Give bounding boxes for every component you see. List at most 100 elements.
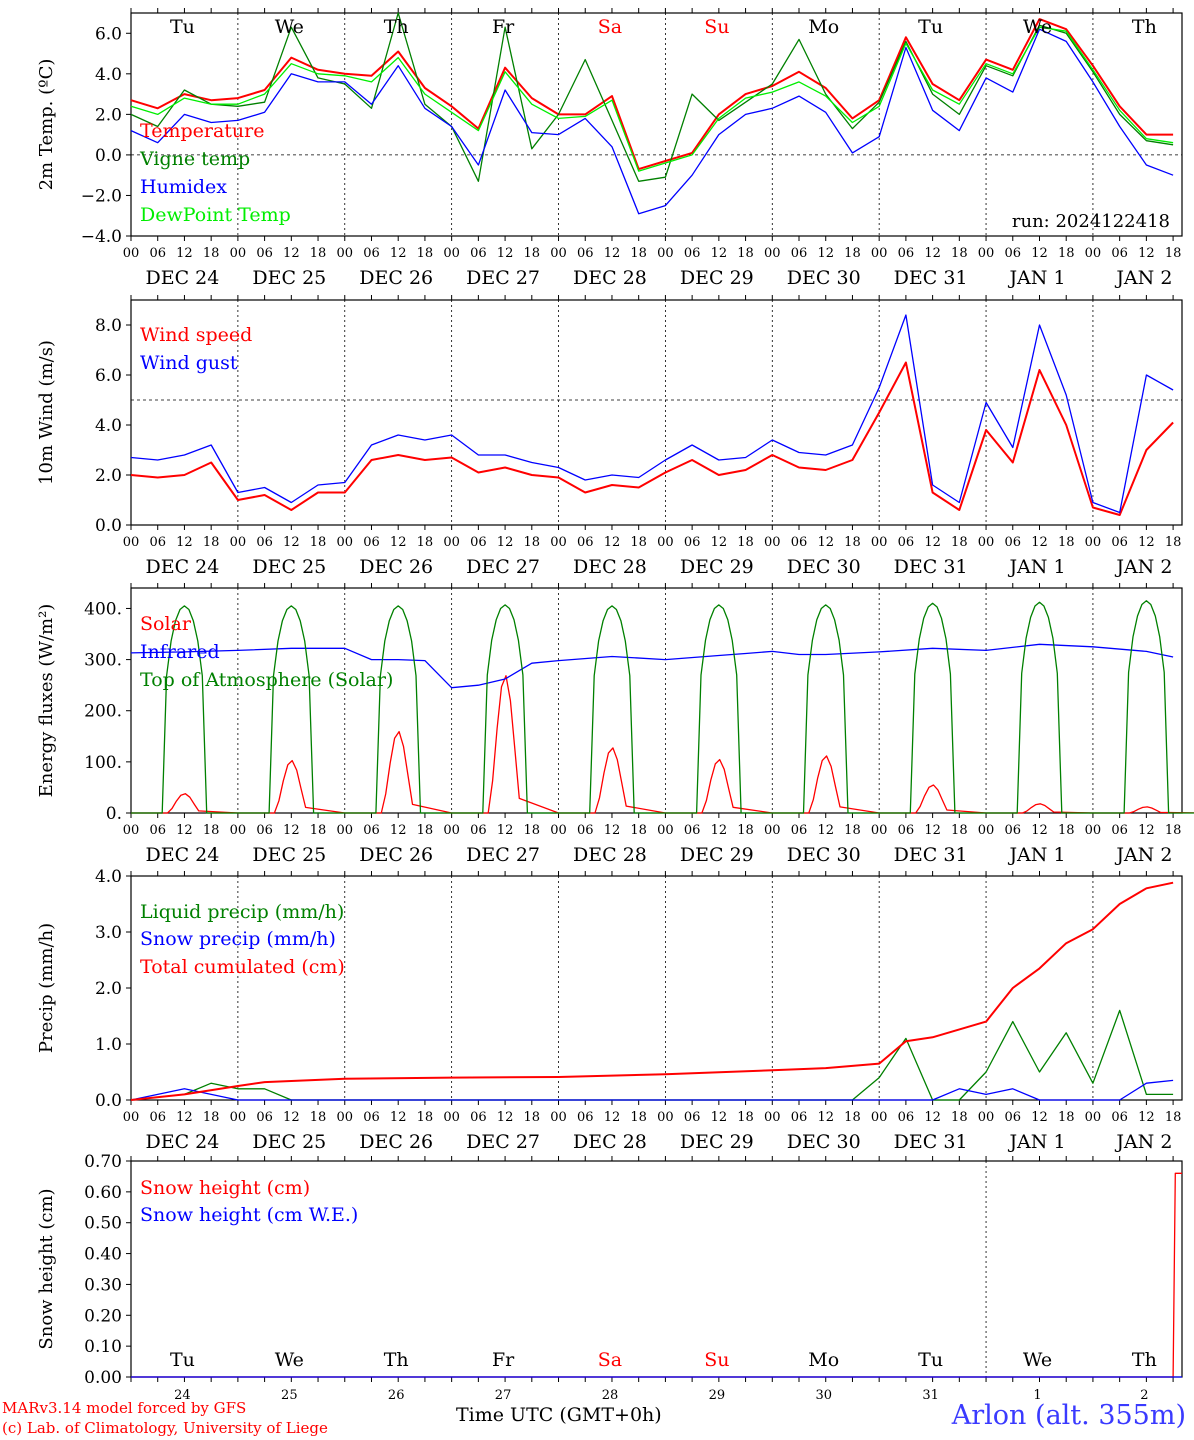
y-axis-label: Energy fluxes (W/m²) <box>36 604 57 798</box>
x-hour-label: 06 <box>577 1110 594 1125</box>
x-hour-label: 06 <box>1004 1110 1021 1125</box>
legend-liquid-precip-mm-h: Liquid precip (mm/h) <box>140 901 344 923</box>
y-tick-label: 300. <box>84 651 122 671</box>
weekday-label: Sa <box>598 16 622 38</box>
x-hour-label: 06 <box>684 535 701 550</box>
x-date-label: DEC 31 <box>894 267 968 289</box>
x-hour-label: 00 <box>978 823 995 838</box>
x-date-label: DEC 24 <box>146 267 220 289</box>
x-hour-label: 00 <box>871 1110 888 1125</box>
day-number-label: 26 <box>388 1388 405 1403</box>
y-tick-label: 0.00 <box>84 1368 122 1388</box>
x-hour-label: 18 <box>310 246 327 261</box>
y-tick-label: 0.70 <box>84 1152 122 1172</box>
y-tick-label: 2.0 <box>95 979 122 999</box>
x-hour-label: 18 <box>951 535 968 550</box>
weekday-label: Fr <box>492 1349 515 1371</box>
x-date-label: DEC 31 <box>894 844 968 866</box>
x-hour-label: 18 <box>630 1110 647 1125</box>
x-hour-label: 00 <box>443 535 460 550</box>
weekday-label: Tu <box>170 16 195 38</box>
x-hour-label: 00 <box>978 246 995 261</box>
series-line-temperature <box>130 18 1174 171</box>
x-hour-label: 06 <box>149 823 166 838</box>
x-hour-label: 12 <box>604 246 621 261</box>
x-date-label: JAN 2 <box>1114 267 1172 289</box>
x-date-label: DEC 29 <box>680 556 754 578</box>
x-date-label: DEC 27 <box>466 556 540 578</box>
x-hour-label: 00 <box>123 823 140 838</box>
x-hour-label: 00 <box>123 246 140 261</box>
x-date-label: JAN 1 <box>1007 844 1065 866</box>
x-hour-label: 12 <box>1138 823 1155 838</box>
x-hour-label: 18 <box>1165 823 1182 838</box>
legend-snow-height-cm: Snow height (cm) <box>140 1177 310 1199</box>
x-hour-label: 00 <box>871 823 888 838</box>
x-hour-label: 06 <box>577 823 594 838</box>
x-hour-label: 00 <box>443 246 460 261</box>
x-hour-label: 18 <box>417 535 434 550</box>
x-hour-label: 12 <box>924 823 941 838</box>
x-hour-label: 18 <box>1165 1110 1182 1125</box>
y-tick-label: 0.30 <box>84 1275 122 1295</box>
x-date-label: DEC 30 <box>787 556 861 578</box>
x-date-label: DEC 29 <box>680 844 754 866</box>
x-hour-label: 18 <box>951 1110 968 1125</box>
x-hour-label: 18 <box>310 823 327 838</box>
y-tick-label: 8.0 <box>95 316 122 336</box>
legend-humidex: Humidex <box>140 176 227 198</box>
series-line-top-of-atmosphere-solar <box>131 600 1194 814</box>
day-number-label: 31 <box>922 1388 939 1403</box>
day-number-label: 30 <box>815 1388 832 1403</box>
x-hour-label: 06 <box>1004 246 1021 261</box>
weekday-label: Fr <box>492 16 515 38</box>
x-date-label: JAN 1 <box>1007 556 1065 578</box>
y-tick-label: 200. <box>84 702 122 722</box>
x-hour-label: 06 <box>791 535 808 550</box>
series-line-infrared <box>130 643 1174 689</box>
x-date-label: JAN 1 <box>1007 267 1065 289</box>
x-hour-label: 06 <box>363 823 380 838</box>
x-hour-label: 06 <box>1111 823 1128 838</box>
y-tick-label: 4.0 <box>95 65 122 85</box>
y-tick-label: 0.60 <box>84 1183 122 1203</box>
x-hour-label: 06 <box>363 535 380 550</box>
x-hour-label: 00 <box>230 535 247 550</box>
weekday-label: Mo <box>808 16 839 38</box>
day-number-label: 29 <box>709 1388 726 1403</box>
x-hour-label: 06 <box>256 535 273 550</box>
x-hour-label: 06 <box>684 823 701 838</box>
day-number-label: 24 <box>174 1388 191 1403</box>
legend-solar: Solar <box>140 613 192 635</box>
x-hour-label: 12 <box>1138 246 1155 261</box>
series-line-solar <box>131 675 1194 814</box>
weekday-label: Th <box>384 16 409 38</box>
x-hour-label: 06 <box>1111 246 1128 261</box>
panel-5 <box>126 1156 1183 1382</box>
x-hour-label: 18 <box>737 535 754 550</box>
x-date-label: DEC 27 <box>466 267 540 289</box>
y-tick-label: 0.0 <box>95 146 122 166</box>
legend-wind-speed: Wind speed <box>140 324 252 346</box>
series-line-liquid-precip-mm-h <box>130 1009 1174 1101</box>
x-hour-label: 18 <box>630 535 647 550</box>
x-hour-label: 00 <box>657 246 674 261</box>
y-tick-label: 2.0 <box>95 466 122 486</box>
y-tick-label: 400. <box>84 599 122 619</box>
x-date-label: DEC 28 <box>573 556 647 578</box>
x-hour-label: 18 <box>417 1110 434 1125</box>
x-hour-label: 12 <box>924 1110 941 1125</box>
x-hour-label: 06 <box>1111 1110 1128 1125</box>
x-hour-label: 00 <box>871 246 888 261</box>
x-date-label: DEC 29 <box>680 1131 754 1153</box>
x-hour-label: 12 <box>924 246 941 261</box>
x-hour-label: 00 <box>871 535 888 550</box>
weekday-label: Th <box>384 1349 409 1371</box>
y-tick-label: 0.0 <box>95 1091 122 1111</box>
x-hour-label: 06 <box>1111 535 1128 550</box>
x-hour-label: 06 <box>898 823 915 838</box>
x-hour-label: 00 <box>657 535 674 550</box>
legend-infrared: Infrared <box>140 641 220 663</box>
x-hour-label: 18 <box>524 823 541 838</box>
x-hour-label: 12 <box>817 823 834 838</box>
